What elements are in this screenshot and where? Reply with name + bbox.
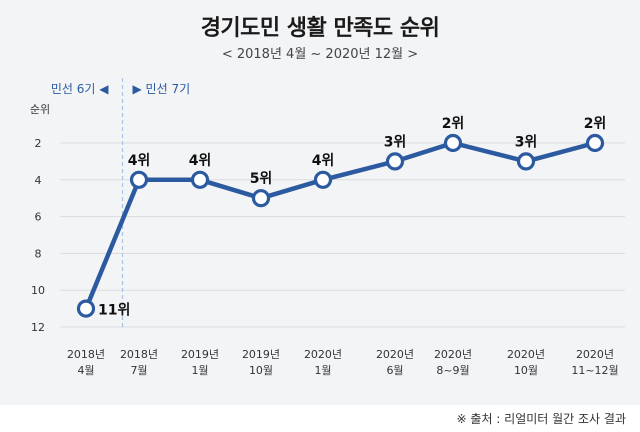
data-labels: 11위 4위 4위 5위 4위 3위 2위 3위 2위 [98,116,606,319]
x-tick-label-line: 2020년 [434,348,472,361]
data-point [443,133,463,153]
x-tick-label: 2020년 8~9월 [434,348,472,377]
data-point [251,189,271,208]
x-tick-label: 2018년 4월 [67,348,105,377]
data-point [129,170,149,189]
chart-subtitle: < 2018년 4월 ~ 2020년 12월 > [221,47,419,62]
x-tick-label-line: 2020년 [507,348,545,361]
data-label: 4위 [128,153,151,169]
x-tick-label: 2020년 11~12월 [571,348,618,377]
x-tick-label-line: 10월 [249,364,273,377]
x-tick-label-line: 1월 [314,364,331,377]
grid-lines [60,142,625,328]
x-tick-label: 2020년 6월 [376,348,414,377]
x-tick-label: 2020년 1월 [304,348,342,377]
data-label: 4위 [312,153,335,169]
data-point [385,152,405,171]
chart-title: 경기도민 생활 만족도 순위 [200,16,440,41]
data-label: 3위 [384,134,407,150]
y-tick-label: 6 [35,211,42,224]
y-tick-label: 2 [35,137,42,150]
data-label: 11위 [98,303,130,319]
data-label: 3위 [515,134,538,150]
x-tick-label-line: 2019년 [242,348,280,361]
y-tick-labels: 2 4 6 8 10 12 [31,137,45,334]
data-point [516,152,536,171]
x-tick-label-line: 2020년 [376,348,414,361]
x-tick-label-line: 2018년 [67,348,105,361]
y-tick-label: 8 [35,247,42,260]
data-point [585,133,605,153]
data-points [76,133,605,318]
x-tick-label-line: 8~9월 [436,364,469,377]
x-tick-label: 2019년 10월 [242,348,280,377]
x-tick-label-line: 10월 [514,364,538,377]
x-tick-label-line: 2020년 [304,348,342,361]
x-tick-label-line: 2018년 [120,348,158,361]
line-chart: 2 4 6 8 10 12 순위 민선 6기 ◀ ▶ 민선 7기 11위 4위 4위 5위 4위 3… [30,78,625,377]
term-left-label: 민선 6기 ◀ [51,82,109,96]
x-tick-label: 2019년 1월 [181,348,219,377]
x-tick-label-line: 2019년 [181,348,219,361]
data-label: 2위 [442,116,465,132]
x-tick-label-line: 11~12월 [571,364,618,377]
source-note: ※ 출처 : 리얼미터 월간 조사 결과 [456,412,626,426]
x-tick-label-line: 2020년 [576,348,614,361]
x-tick-label-line: 4월 [77,364,94,377]
series-line [83,140,596,310]
data-point [190,170,210,189]
x-tick-label: 2018년 7월 [120,348,158,377]
data-label: 5위 [250,171,273,187]
data-label: 4위 [189,153,212,169]
y-tick-label: 12 [31,321,45,334]
chart-panel [0,0,640,405]
x-tick-label: 2020년 10월 [507,348,545,377]
y-axis-label: 순위 [30,103,50,116]
data-point [313,170,333,189]
y-tick-label: 10 [31,284,45,297]
x-tick-label-line: 6월 [386,364,403,377]
x-tick-label-line: 1월 [191,364,208,377]
y-tick-label: 4 [35,174,42,187]
data-point [76,299,96,318]
term-right-label: ▶ 민선 7기 [133,82,191,96]
data-label: 2위 [584,116,607,132]
x-tick-label-line: 7월 [130,364,147,377]
